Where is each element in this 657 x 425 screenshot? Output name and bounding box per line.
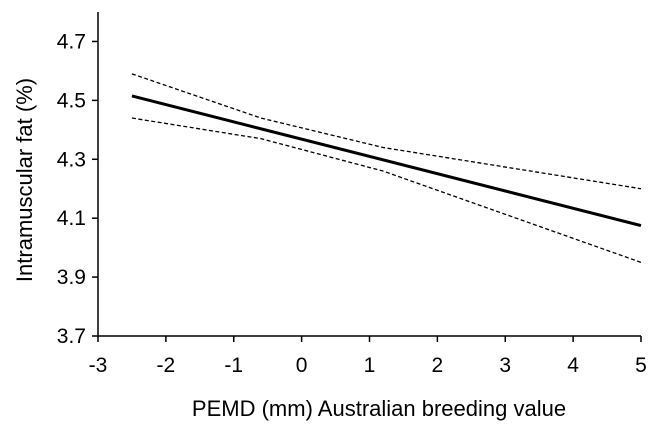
y-tick-label: 3.9: [57, 266, 86, 289]
x-tick-label: -3: [89, 354, 108, 377]
x-tick-label: 2: [432, 354, 444, 377]
x-tick-label: 4: [567, 354, 579, 377]
x-axis-title: PEMD (mm) Australian breeding value: [192, 396, 566, 421]
x-tick-label: 0: [296, 354, 308, 377]
x-tick-label: -1: [224, 354, 243, 377]
y-tick-label: 4.3: [57, 148, 86, 171]
x-tick-group: -3 -2 -1 0 1 2 3 4 5: [89, 336, 647, 377]
x-tick-label: 5: [635, 354, 647, 377]
lower-confidence-band-line: [131, 117, 642, 263]
x-tick-label: 1: [364, 354, 376, 377]
upper-confidence-band-line: [131, 73, 642, 190]
x-tick-label: 3: [499, 354, 511, 377]
x-tick-label: -2: [157, 354, 176, 377]
y-tick-label: 3.7: [57, 325, 86, 348]
series-layer: [131, 73, 642, 263]
y-tick-group: 3.7 3.9 4.1 4.3 4.5 4.7: [57, 30, 98, 348]
y-tick-label: 4.5: [57, 89, 86, 112]
regression-line: [131, 94, 642, 227]
y-axis-title: Intramuscular fat (%): [12, 78, 37, 282]
y-tick-label: 4.1: [57, 207, 86, 230]
y-tick-label: 4.7: [57, 30, 86, 53]
